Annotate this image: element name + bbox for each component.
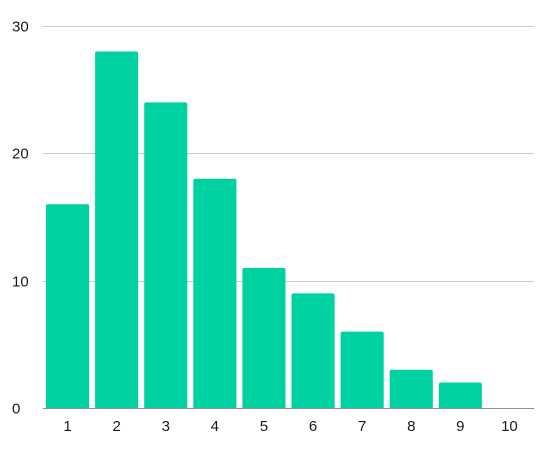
bar-7 — [340, 331, 384, 408]
y-axis-tick-labels: 0 10 20 30 — [12, 19, 29, 418]
bar-1 — [46, 204, 90, 408]
bar-5 — [242, 267, 286, 408]
bar-2 — [95, 51, 139, 408]
x-tick-label: 3 — [162, 418, 170, 435]
x-tick-label: 8 — [407, 418, 415, 435]
bar-3 — [144, 102, 188, 409]
x-tick-label: 1 — [63, 418, 71, 435]
x-tick-label: 6 — [309, 418, 317, 435]
x-tick-label: 5 — [260, 418, 268, 435]
y-tick-label: 10 — [12, 274, 29, 291]
bar-9 — [438, 382, 482, 408]
bars — [46, 51, 482, 409]
y-tick-label: 30 — [12, 19, 29, 36]
y-tick-label: 20 — [12, 146, 29, 163]
x-axis-tick-labels: 1 2 3 4 5 6 7 8 9 10 — [63, 418, 517, 435]
bar-6 — [291, 293, 335, 408]
x-tick-label: 4 — [211, 418, 219, 435]
bar-4 — [193, 178, 237, 408]
x-tick-label: 10 — [501, 418, 518, 435]
x-tick-label: 7 — [358, 418, 366, 435]
x-tick-label: 2 — [112, 418, 120, 435]
x-tick-label: 9 — [456, 418, 464, 435]
y-tick-label: 0 — [12, 401, 20, 418]
bar-8 — [389, 369, 433, 408]
